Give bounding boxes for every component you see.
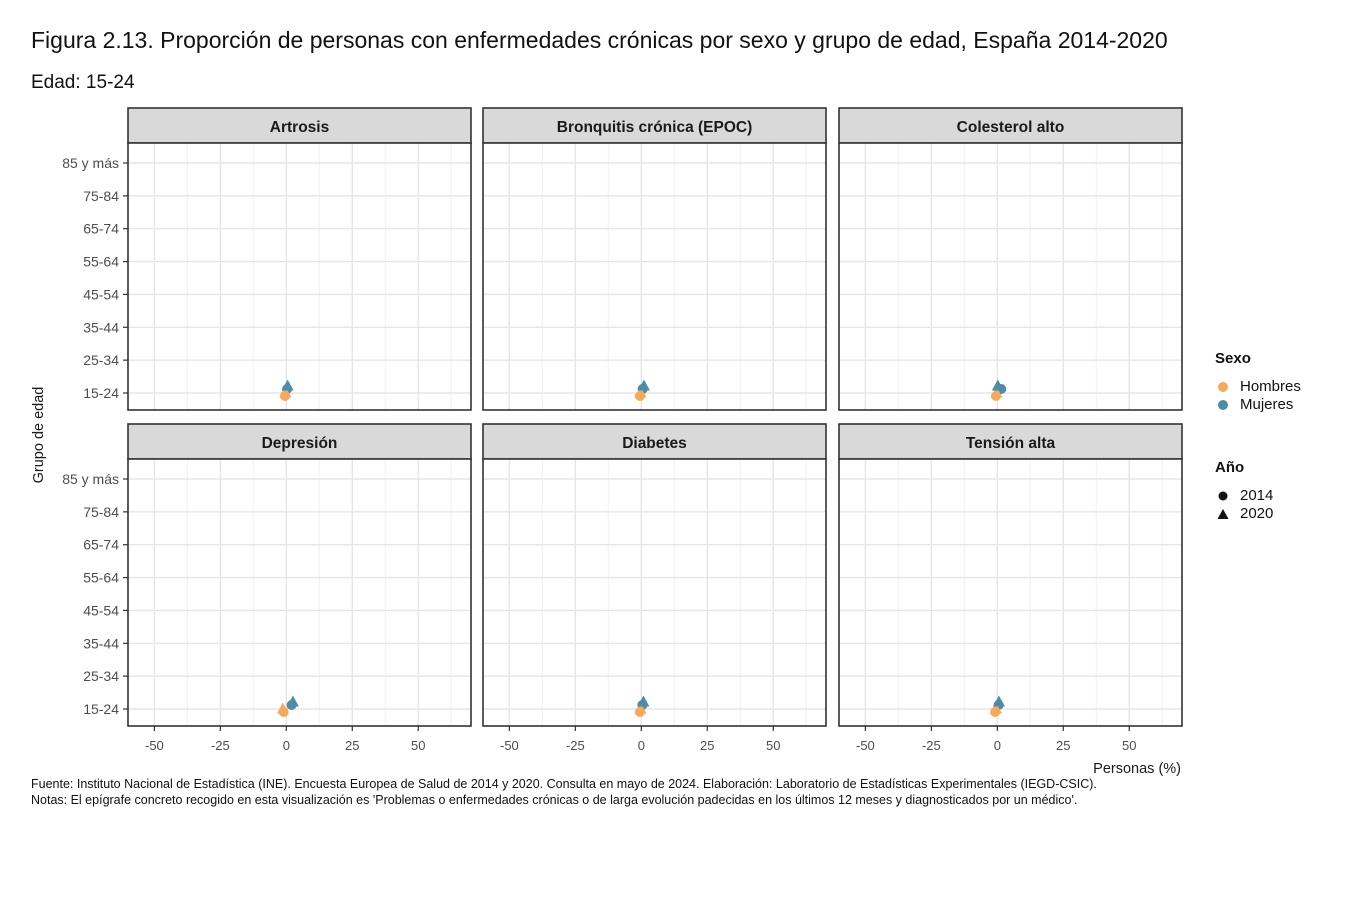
y-tick-label: 55-64 xyxy=(83,570,119,586)
legend-item-mujeres: Mujeres xyxy=(1212,396,1293,413)
panel-strip xyxy=(127,423,472,460)
x-axis-title: Personas (%) xyxy=(1093,761,1181,777)
chart-title: Figura 2.13. Proporción de personas con … xyxy=(31,27,1168,53)
panel-title: Diabetes xyxy=(622,435,687,452)
panel-diabetes: Diabetes -50 -25 0 25 50 xyxy=(482,423,827,753)
panel-plot-bg xyxy=(483,459,826,726)
point-mujeres-2020 xyxy=(637,695,650,707)
panel-colesterol-alto: Colesterol alto xyxy=(838,107,1183,411)
panel-title: Artrosis xyxy=(270,119,329,136)
legend-2020-label: 2020 xyxy=(1240,505,1274,522)
y-tick-label: 15-24 xyxy=(83,701,119,717)
legend-item-hombres: Hombres xyxy=(1212,378,1301,395)
panel-depresion: Depresión 15-24 25-34 35-44 45-54 55-64 65-74 7… xyxy=(62,423,472,753)
point-hombres-2020 xyxy=(276,702,289,714)
panel-border xyxy=(838,142,1183,411)
chart-subtitle: Edad: 15-24 xyxy=(31,72,135,93)
x-tick-label: 25 xyxy=(1056,738,1070,753)
panel-border xyxy=(482,142,827,411)
y-tick-label: 25-34 xyxy=(83,352,119,368)
panel-title: Colesterol alto xyxy=(957,119,1065,136)
point-hombres-2020 xyxy=(279,386,292,398)
x-tick-label: 0 xyxy=(994,738,1001,753)
point-mujeres-2020 xyxy=(281,379,294,391)
panel-title: Depresión xyxy=(262,435,338,452)
panel-plot-bg xyxy=(839,143,1182,410)
panel-tension-alta: Tensión alta -50 -25 0 25 50 xyxy=(838,423,1183,753)
y-tick-label: 45-54 xyxy=(83,286,119,302)
panel-artrosis: Artrosis 15-24 25-34 35-44 45-54 55-64 65-74 75… xyxy=(62,107,472,411)
y-tick-label: 65-74 xyxy=(83,221,119,237)
y-tick-label: 35-44 xyxy=(83,319,119,335)
x-tick-label: 25 xyxy=(700,738,714,753)
panel-plot-bg xyxy=(128,143,471,410)
y-tick-label: 55-64 xyxy=(83,254,119,270)
panel-bronquitis-cronica-epoc: Bronquitis crónica (EPOC) xyxy=(482,107,827,411)
panel-title: Tensión alta xyxy=(966,435,1056,452)
legend-mujeres-swatch xyxy=(1212,399,1234,411)
panel-strip xyxy=(127,107,472,144)
point-mujeres-2020 xyxy=(992,695,1005,707)
x-tick-label: 50 xyxy=(766,738,780,753)
y-tick-label: 85 y más xyxy=(62,471,119,487)
legend-2020-shape xyxy=(1212,508,1234,520)
point-hombres-2020 xyxy=(634,386,647,398)
x-tick-label: 0 xyxy=(638,738,645,753)
y-tick-label: 25-34 xyxy=(83,668,119,684)
y-tick-label: 85 y más xyxy=(62,155,119,171)
panel-plot-bg xyxy=(483,143,826,410)
legend-2014-shape xyxy=(1212,490,1234,502)
panel-border xyxy=(838,458,1183,727)
x-tick-label: -25 xyxy=(922,738,941,753)
legend-hombres-swatch xyxy=(1212,381,1234,393)
point-hombres-2020 xyxy=(634,702,647,714)
legend-2014-label: 2014 xyxy=(1240,487,1274,504)
caption-source: Fuente: Instituto Nacional de Estadístic… xyxy=(31,777,1097,791)
x-tick-label: -50 xyxy=(145,738,164,753)
legend-item-2014: 2014 xyxy=(1212,487,1273,504)
point-mujeres-2020 xyxy=(286,695,299,707)
point-hombres-2020 xyxy=(990,386,1003,398)
x-tick-label: 50 xyxy=(1122,738,1136,753)
panel-strip xyxy=(838,107,1183,144)
x-tick-label: 0 xyxy=(283,738,290,753)
y-tick-label: 45-54 xyxy=(83,602,119,618)
y-tick-label: 65-74 xyxy=(83,537,119,553)
x-tick-label: -25 xyxy=(566,738,585,753)
y-tick-label: 35-44 xyxy=(83,635,119,651)
legend-mujeres-label: Mujeres xyxy=(1240,396,1294,413)
x-tick-label: -50 xyxy=(856,738,875,753)
x-tick-label: -25 xyxy=(211,738,230,753)
x-tick-label: -50 xyxy=(500,738,519,753)
x-tick-label: 25 xyxy=(345,738,359,753)
panel-title: Bronquitis crónica (EPOC) xyxy=(557,119,753,136)
legend-sexo-title: Sexo xyxy=(1215,350,1251,367)
x-tick-label: 50 xyxy=(411,738,425,753)
legend-hombres-label: Hombres xyxy=(1240,378,1301,395)
legend-anio-title: Año xyxy=(1215,459,1245,476)
panel-plot-bg xyxy=(839,459,1182,726)
y-axis-title: Grupo de edad xyxy=(31,387,47,484)
legend-item-2020: 2020 xyxy=(1212,505,1273,522)
panel-strip xyxy=(838,423,1183,460)
panel-border xyxy=(482,458,827,727)
panel-border xyxy=(127,142,472,411)
point-mujeres-2020 xyxy=(991,379,1004,391)
y-tick-label: 75-84 xyxy=(83,188,119,204)
y-tick-label: 75-84 xyxy=(83,504,119,520)
point-mujeres-2020 xyxy=(637,379,650,391)
panel-plot-bg xyxy=(128,459,471,726)
y-tick-label: 15-24 xyxy=(83,385,119,401)
point-hombres-2020 xyxy=(989,702,1002,714)
caption-notes: Notas: El epígrafe concreto recogido en … xyxy=(31,793,1078,807)
panel-border xyxy=(127,458,472,727)
